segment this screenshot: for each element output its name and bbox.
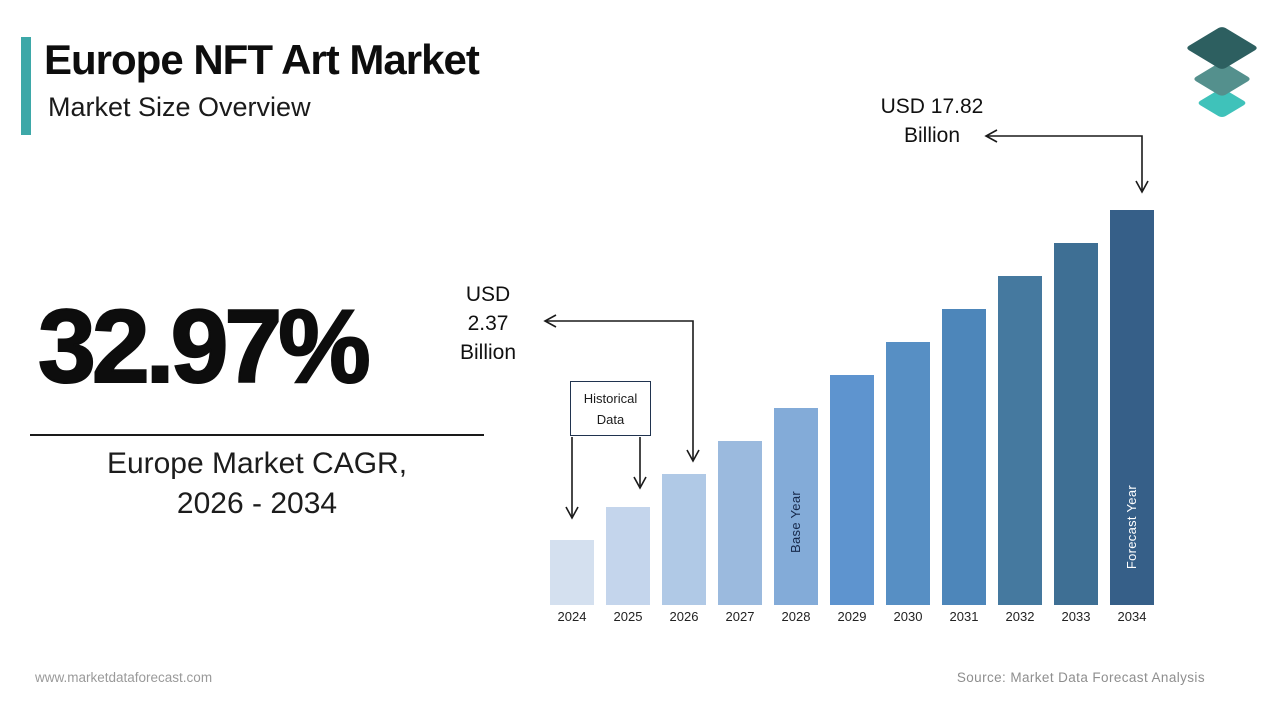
x-tick-2033: 2033 bbox=[1061, 609, 1091, 624]
bar-2032 bbox=[998, 276, 1042, 605]
bar-2033 bbox=[1054, 243, 1098, 605]
bar-column-2028: Base Year 2028 bbox=[774, 210, 818, 624]
callout-2034-arrowhead-down bbox=[1135, 180, 1149, 194]
bar-2031 bbox=[942, 309, 986, 605]
market-size-2026-line3: Billion bbox=[459, 341, 517, 364]
market-size-2034-line2: Billion bbox=[903, 124, 961, 147]
x-tick-2025: 2025 bbox=[613, 609, 643, 624]
x-tick-2029: 2029 bbox=[837, 609, 867, 624]
page-title: Europe NFT Art Market bbox=[44, 36, 480, 83]
bar-2028: Base Year bbox=[774, 408, 818, 605]
x-tick-2027: 2027 bbox=[725, 609, 755, 624]
title-accent-bar bbox=[21, 37, 31, 135]
bar-2030 bbox=[886, 342, 930, 605]
x-tick-2034: 2034 bbox=[1117, 609, 1147, 624]
market-size-2034-label: USD 17.82 Billion bbox=[853, 92, 1011, 150]
bar-column-2026: 2026 bbox=[662, 210, 706, 624]
market-data-forecast-logo bbox=[1185, 22, 1262, 122]
cagr-caption: Europe Market CAGR, 2026 - 2034 bbox=[18, 444, 496, 524]
cagr-value: 32.97% bbox=[37, 288, 372, 406]
x-tick-2024: 2024 bbox=[557, 609, 587, 624]
stat-divider bbox=[30, 434, 484, 436]
cagr-caption-line2: 2026 - 2034 bbox=[176, 487, 338, 520]
x-tick-2030: 2030 bbox=[893, 609, 923, 624]
footer-source-text: Source: Market Data Forecast Analysis bbox=[956, 670, 1205, 685]
bar-2027 bbox=[718, 441, 762, 605]
bar-2025 bbox=[606, 507, 650, 605]
bar-column-2034: Forecast Year 2034 bbox=[1110, 210, 1154, 624]
bar-column-2031: 2031 bbox=[942, 210, 986, 624]
historical-data-line2: Data bbox=[596, 412, 625, 427]
market-size-2034-line1: USD 17.82 bbox=[880, 95, 984, 118]
bar-column-2024: 2024 bbox=[550, 210, 594, 624]
bar-column-2025: 2025 bbox=[606, 210, 650, 624]
bar-2026 bbox=[662, 474, 706, 605]
page-subtitle: Market Size Overview bbox=[48, 92, 311, 122]
bar-column-2027: 2027 bbox=[718, 210, 762, 624]
bar-2024 bbox=[550, 540, 594, 605]
bar-column-2030: 2030 bbox=[886, 210, 930, 624]
x-tick-2032: 2032 bbox=[1005, 609, 1035, 624]
x-tick-2028: 2028 bbox=[781, 609, 811, 624]
bar-chart: 2024 2025 2026 2027 Base Year 2028 2029 2030 203… bbox=[550, 210, 1154, 624]
base-year-label: Base Year bbox=[788, 491, 803, 553]
market-size-2026-line1: USD bbox=[465, 283, 511, 306]
bar-column-2033: 2033 bbox=[1054, 210, 1098, 624]
forecast-year-label: Forecast Year bbox=[1124, 484, 1139, 569]
cagr-caption-line1: Europe Market CAGR, bbox=[106, 447, 408, 480]
market-size-2026-label: USD 2.37 Billion bbox=[428, 280, 548, 367]
bar-2034: Forecast Year bbox=[1110, 210, 1154, 605]
x-tick-2026: 2026 bbox=[669, 609, 699, 624]
historical-data-box: Historical Data bbox=[570, 381, 651, 436]
logo-layer-top-icon bbox=[1185, 25, 1259, 71]
market-size-2026-line2: 2.37 bbox=[467, 312, 509, 335]
bar-column-2032: 2032 bbox=[998, 210, 1042, 624]
x-tick-2031: 2031 bbox=[949, 609, 979, 624]
bar-2029 bbox=[830, 375, 874, 605]
bar-column-2029: 2029 bbox=[830, 210, 874, 624]
historical-data-line1: Historical bbox=[583, 391, 638, 406]
footer-website-link[interactable]: www.marketdataforecast.com bbox=[35, 670, 213, 685]
